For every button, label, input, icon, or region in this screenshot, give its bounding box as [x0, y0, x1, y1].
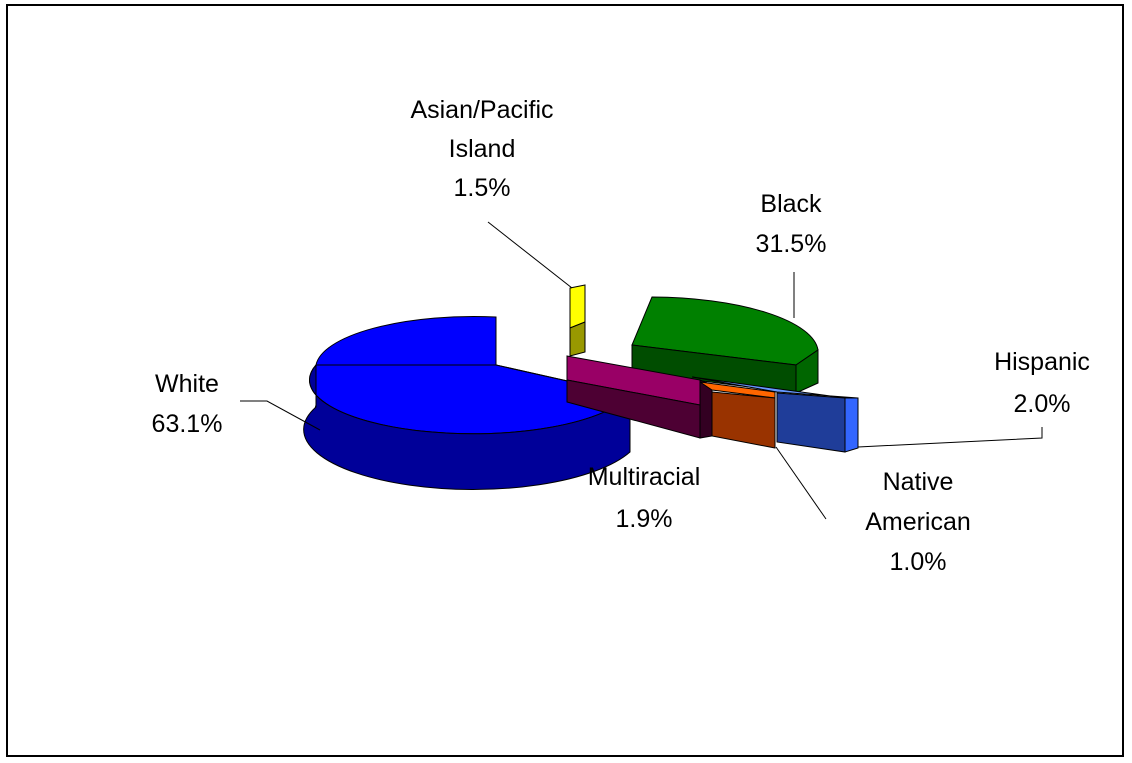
label-multiracial-name: Multiracial [588, 463, 701, 491]
slice-native-american [699, 381, 776, 449]
leader-lines [240, 221, 1043, 520]
slice-multiracial [566, 355, 713, 439]
label-multiracial-value: 1.9% [616, 505, 673, 533]
label-hispanic-value: 2.0% [1014, 390, 1071, 418]
slice-asian-pacific-island [569, 284, 586, 357]
label-white-value: 63.1% [152, 410, 223, 438]
label-asian-name-line2: Island [449, 135, 516, 163]
slice-black [631, 296, 819, 394]
label-black-value: 31.5% [756, 230, 827, 258]
label-native-value: 1.0% [890, 548, 947, 576]
label-asian-pacific-island: Asian/Pacific Island 1.5% [410, 96, 553, 202]
label-white-name: White [155, 370, 219, 398]
label-black: Black 31.5% [756, 190, 827, 258]
slice-white [303, 315, 631, 491]
label-hispanic-name: Hispanic [994, 348, 1090, 376]
label-asian-value: 1.5% [454, 174, 511, 202]
label-native-name-line2: American [865, 508, 971, 536]
label-hispanic: Hispanic 2.0% [994, 348, 1090, 418]
label-native-american: Native American 1.0% [865, 468, 971, 576]
slice-hispanic [691, 376, 859, 453]
leader-line-white [240, 400, 321, 431]
leader-line-native [775, 446, 827, 520]
label-native-name-line1: Native [883, 468, 954, 496]
leader-line-hispanic [857, 427, 1043, 448]
label-black-name: Black [760, 190, 822, 218]
label-multiracial: Multiracial 1.9% [588, 463, 701, 533]
leader-line-asian [487, 221, 573, 289]
label-white: White 63.1% [152, 370, 223, 438]
label-asian-name-line1: Asian/Pacific [410, 96, 553, 124]
